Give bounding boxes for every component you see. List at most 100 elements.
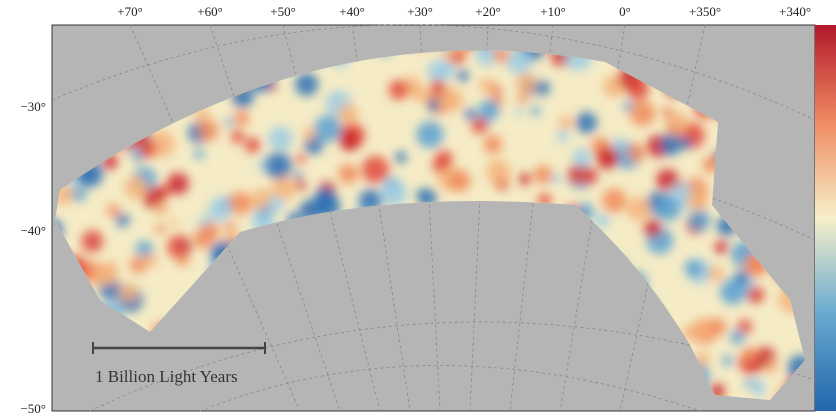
density-blob — [265, 152, 292, 179]
density-blob — [680, 137, 692, 149]
density-blob — [412, 86, 428, 102]
density-blob — [451, 51, 464, 64]
longitude-label: 0° — [619, 4, 631, 19]
density-blob — [749, 293, 758, 302]
density-blob — [294, 172, 302, 180]
density-blob — [557, 130, 569, 142]
density-blob — [530, 106, 540, 116]
density-blob — [687, 189, 708, 210]
density-blob — [339, 131, 359, 151]
density-blob — [194, 149, 204, 159]
density-blob — [668, 125, 676, 133]
density-blob — [580, 167, 598, 185]
longitude-label: +350° — [689, 4, 721, 19]
density-blob — [130, 257, 147, 274]
longitude-label: +30° — [407, 4, 433, 19]
density-blob — [430, 79, 445, 94]
longitude-label: +50° — [270, 4, 296, 19]
longitude-label: +10° — [540, 4, 566, 19]
density-blob — [742, 348, 758, 364]
longitude-label: +40° — [339, 4, 365, 19]
density-blob — [245, 137, 261, 153]
density-blob — [435, 150, 453, 168]
density-blob — [715, 240, 728, 253]
density-blob — [380, 180, 407, 207]
density-blob — [296, 181, 306, 191]
density-blob — [559, 116, 573, 130]
density-blob — [229, 192, 252, 215]
density-blob — [516, 73, 537, 94]
sky-map: +70°+60°+50°+40°+30°+20°+10°0°+350°+340°… — [0, 0, 836, 419]
density-blob — [479, 78, 494, 93]
density-blob — [449, 170, 471, 192]
latitude-label: −40° — [20, 223, 46, 238]
density-blob — [535, 81, 550, 96]
density-blob — [170, 219, 178, 227]
density-blob — [765, 360, 778, 373]
density-blob — [655, 196, 680, 221]
density-blob — [234, 111, 249, 126]
density-blob — [515, 107, 523, 115]
density-blob — [688, 209, 710, 231]
density-blob — [71, 187, 86, 202]
density-blob — [457, 70, 469, 82]
density-blob — [597, 147, 619, 169]
density-blob — [660, 134, 682, 156]
longitude-label: +20° — [475, 4, 501, 19]
density-blob — [155, 224, 165, 234]
density-blob — [303, 128, 316, 141]
density-blob — [416, 121, 443, 148]
density-blob — [338, 104, 358, 124]
density-blob — [107, 204, 120, 217]
density-blob — [395, 151, 407, 163]
density-blob — [124, 176, 147, 199]
density-blob — [96, 265, 117, 286]
density-blob — [517, 94, 527, 104]
density-blob — [144, 254, 157, 267]
density-blob — [486, 159, 510, 183]
density-blob — [296, 154, 306, 164]
density-blob — [483, 135, 502, 154]
density-blob — [268, 126, 292, 150]
density-blob — [611, 138, 625, 152]
density-blob — [708, 318, 726, 336]
density-blob — [519, 173, 531, 185]
density-blob — [338, 164, 358, 184]
density-blob — [479, 100, 500, 121]
latitude-label: −30° — [20, 99, 46, 114]
latitude-labels: −30° −40° −50° — [20, 99, 46, 416]
density-blob — [730, 330, 745, 345]
density-blob — [602, 188, 627, 213]
density-blob — [193, 229, 213, 249]
longitude-labels: +70°+60°+50°+40°+30°+20°+10°0°+350°+340° — [117, 4, 811, 19]
density-blob — [81, 230, 103, 252]
density-blob — [389, 80, 409, 100]
density-blob — [225, 118, 234, 127]
density-blob — [314, 115, 341, 142]
density-blob — [167, 173, 189, 195]
latitude-label: −50° — [20, 401, 46, 416]
density-blob — [576, 112, 597, 133]
density-blob — [630, 100, 656, 126]
density-blob — [231, 130, 244, 143]
colorbar — [815, 25, 836, 411]
density-blob — [534, 165, 553, 184]
density-blob — [198, 120, 219, 141]
density-blob — [119, 283, 138, 302]
density-blob — [684, 259, 702, 277]
density-blob — [155, 202, 169, 216]
density-blob — [744, 379, 752, 387]
density-blob — [471, 117, 488, 134]
density-blob — [722, 355, 733, 366]
density-blob — [167, 235, 191, 259]
longitude-label: +70° — [117, 4, 143, 19]
density-blob — [267, 196, 283, 212]
density-blob — [116, 214, 129, 227]
density-blob — [464, 108, 475, 119]
density-blob — [663, 107, 672, 116]
longitude-label: +340° — [779, 4, 811, 19]
scale-label: 1 Billion Light Years — [95, 367, 238, 386]
density-blob — [572, 148, 591, 167]
density-blob — [644, 219, 662, 237]
density-blob — [208, 198, 232, 222]
